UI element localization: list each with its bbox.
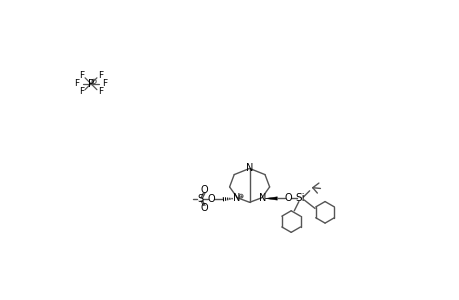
Text: O: O — [284, 194, 291, 203]
Text: S: S — [197, 194, 203, 204]
Polygon shape — [264, 197, 277, 200]
Text: O: O — [207, 194, 214, 204]
Text: N: N — [258, 193, 266, 203]
Text: F: F — [98, 88, 103, 97]
Text: P: P — [88, 79, 94, 89]
Text: F: F — [98, 71, 103, 80]
Text: F: F — [78, 88, 84, 97]
Text: F: F — [78, 71, 84, 80]
Text: O: O — [200, 185, 207, 195]
Text: N: N — [232, 193, 240, 203]
Text: Si: Si — [295, 194, 305, 203]
Text: F: F — [74, 79, 79, 88]
Text: N: N — [246, 164, 253, 173]
Text: O: O — [200, 203, 207, 214]
Text: F: F — [102, 79, 107, 88]
